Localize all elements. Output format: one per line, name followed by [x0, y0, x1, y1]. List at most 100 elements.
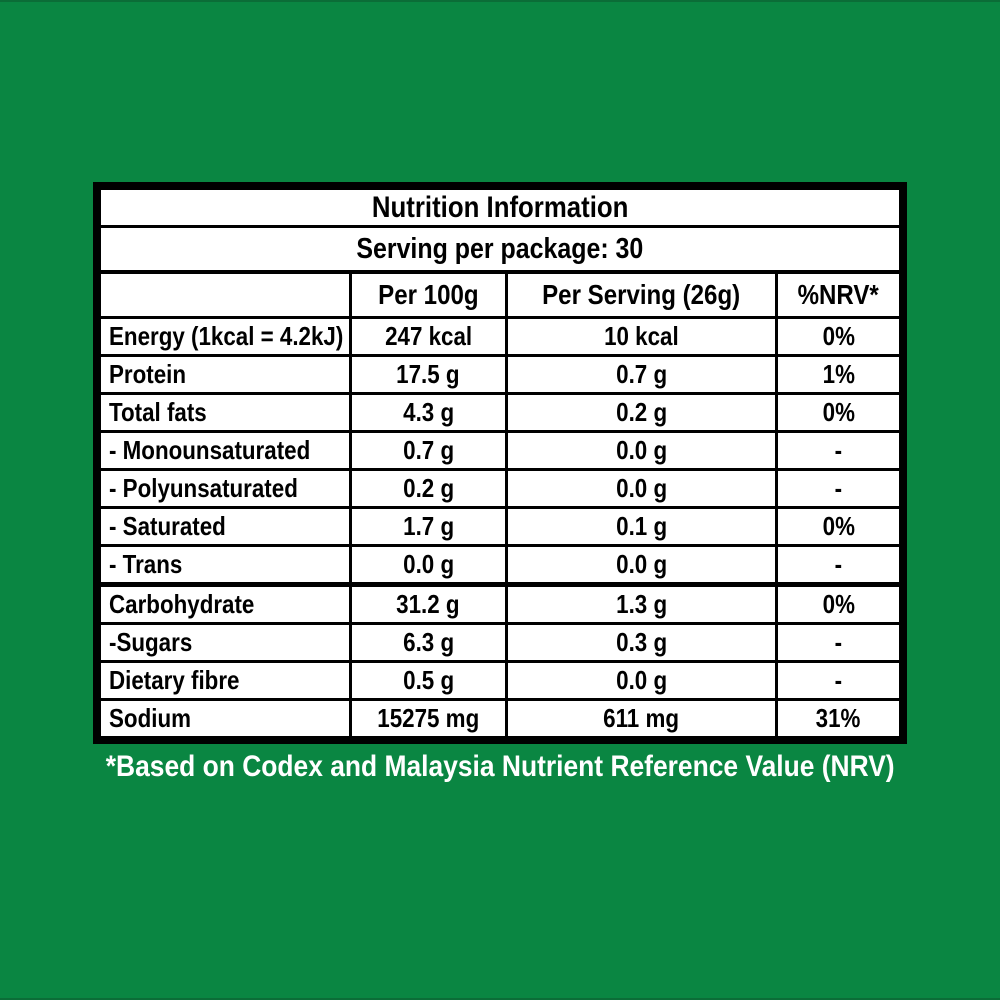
row-per-100g-value: 4.3 g: [402, 397, 454, 427]
row-per-100g-cell: 0.7 g: [352, 433, 508, 468]
row-per-serving-value: 0.1 g: [615, 511, 667, 541]
header-nrv-label: %NRV*: [797, 279, 879, 310]
row-label: Carbohydrate: [109, 589, 255, 619]
row-per-serving-cell: 0.0 g: [508, 433, 778, 468]
row-per-100g-cell: 1.7 g: [352, 509, 508, 544]
header-cell-per-serving: Per Serving (26g): [508, 274, 778, 316]
row-per-100g-cell: 17.5 g: [352, 357, 508, 392]
row-label: Protein: [109, 359, 187, 389]
table-row: Sodium 15275 mg 611 mg 31%: [101, 698, 899, 736]
row-nrv-value: -: [834, 473, 843, 503]
row-per-100g-value: 15275 mg: [377, 703, 480, 733]
header-per-serving-label: Per Serving (26g): [542, 279, 741, 310]
footnote-text: *Based on Codex and Malaysia Nutrient Re…: [105, 750, 895, 783]
row-per-serving-value: 611 mg: [603, 703, 680, 733]
row-per-100g-value: 247 kcal: [384, 321, 472, 351]
row-nrv-cell: 0%: [778, 509, 899, 544]
row-label: Total fats: [109, 397, 207, 427]
row-label-cell: Carbohydrate: [101, 587, 352, 622]
row-per-100g-value: 0.7 g: [402, 435, 454, 465]
row-per-serving-cell: 0.1 g: [508, 509, 778, 544]
table-title-row: Nutrition Information: [101, 190, 899, 228]
row-per-serving-cell: 0.3 g: [508, 625, 778, 660]
row-label: Dietary fibre: [109, 665, 240, 695]
row-label: Energy (1kcal = 4.2kJ): [109, 321, 344, 351]
row-label-cell: Sodium: [101, 701, 352, 736]
row-per-serving-value: 0.0 g: [615, 473, 667, 503]
table-row: - Polyunsaturated 0.2 g 0.0 g -: [101, 468, 899, 506]
row-per-100g-cell: 247 kcal: [352, 319, 508, 354]
row-nrv-value: -: [834, 435, 843, 465]
table-row: Total fats 4.3 g 0.2 g 0%: [101, 392, 899, 430]
row-per-100g-value: 6.3 g: [402, 627, 454, 657]
row-label: - Monounsaturated: [109, 435, 311, 465]
row-nrv-cell: 0%: [778, 587, 899, 622]
row-per-serving-cell: 0.0 g: [508, 663, 778, 698]
row-per-100g-value: 1.7 g: [402, 511, 454, 541]
footnote: *Based on Codex and Malaysia Nutrient Re…: [0, 750, 1000, 784]
row-per-100g-cell: 0.5 g: [352, 663, 508, 698]
row-label-cell: Energy (1kcal = 4.2kJ): [101, 319, 352, 354]
row-per-serving-cell: 0.0 g: [508, 471, 778, 506]
row-per-serving-cell: 611 mg: [508, 701, 778, 736]
table-row: - Monounsaturated 0.7 g 0.0 g -: [101, 430, 899, 468]
row-per-100g-value: 31.2 g: [396, 589, 460, 619]
row-per-100g-cell: 6.3 g: [352, 625, 508, 660]
row-per-100g-value: 17.5 g: [396, 359, 460, 389]
row-per-serving-value: 0.2 g: [615, 397, 667, 427]
table-row: Protein 17.5 g 0.7 g 1%: [101, 354, 899, 392]
header-cell-empty: [101, 274, 352, 316]
row-nrv-cell: -: [778, 663, 899, 698]
row-per-100g-cell: 0.0 g: [352, 547, 508, 582]
table-row: - Trans 0.0 g 0.0 g -: [101, 544, 899, 582]
row-label-cell: - Trans: [101, 547, 352, 582]
row-per-serving-value: 0.3 g: [615, 627, 667, 657]
row-nrv-value: -: [834, 549, 843, 579]
table-body: Energy (1kcal = 4.2kJ) 247 kcal 10 kcal …: [101, 316, 899, 736]
row-per-100g-value: 0.5 g: [402, 665, 454, 695]
table-row: Energy (1kcal = 4.2kJ) 247 kcal 10 kcal …: [101, 316, 899, 354]
row-per-serving-value: 0.7 g: [615, 359, 667, 389]
row-label-cell: - Monounsaturated: [101, 433, 352, 468]
row-nrv-value: 0%: [822, 397, 855, 427]
row-label-cell: Dietary fibre: [101, 663, 352, 698]
row-nrv-value: 1%: [822, 359, 855, 389]
row-label-cell: Total fats: [101, 395, 352, 430]
row-nrv-cell: 0%: [778, 395, 899, 430]
row-per-serving-cell: 1.3 g: [508, 587, 778, 622]
row-label-cell: Protein: [101, 357, 352, 392]
row-nrv-cell: -: [778, 547, 899, 582]
row-nrv-value: 0%: [822, 589, 855, 619]
row-label-cell: - Polyunsaturated: [101, 471, 352, 506]
row-per-serving-value: 10 kcal: [604, 321, 679, 351]
row-nrv-value: 31%: [815, 703, 861, 733]
nutrition-table: Nutrition Information Serving per packag…: [93, 182, 907, 744]
table-header-row: Per 100g Per Serving (26g) %NRV*: [101, 274, 899, 316]
row-nrv-cell: -: [778, 471, 899, 506]
row-per-serving-value: 0.0 g: [615, 549, 667, 579]
row-per-100g-value: 0.2 g: [402, 473, 454, 503]
serving-per-package-text: Serving per package: 30: [356, 232, 644, 265]
row-per-serving-cell: 10 kcal: [508, 319, 778, 354]
row-per-serving-cell: 0.2 g: [508, 395, 778, 430]
header-per-100g-label: Per 100g: [378, 279, 479, 310]
row-per-serving-value: 0.0 g: [615, 435, 667, 465]
row-nrv-value: -: [834, 665, 843, 695]
row-label-cell: -Sugars: [101, 625, 352, 660]
serving-per-package-row: Serving per package: 30: [101, 228, 899, 274]
row-per-100g-cell: 15275 mg: [352, 701, 508, 736]
row-label-cell: - Saturated: [101, 509, 352, 544]
row-nrv-value: -: [834, 627, 843, 657]
row-per-serving-value: 1.3 g: [615, 589, 667, 619]
row-nrv-cell: 1%: [778, 357, 899, 392]
table-row: Carbohydrate 31.2 g 1.3 g 0%: [101, 582, 899, 622]
row-nrv-cell: -: [778, 625, 899, 660]
row-per-serving-cell: 0.0 g: [508, 547, 778, 582]
row-per-100g-value: 0.0 g: [402, 549, 454, 579]
table-row: -Sugars 6.3 g 0.3 g -: [101, 622, 899, 660]
row-label: - Trans: [109, 549, 183, 579]
row-nrv-value: 0%: [822, 321, 855, 351]
row-per-100g-cell: 4.3 g: [352, 395, 508, 430]
row-nrv-cell: 0%: [778, 319, 899, 354]
